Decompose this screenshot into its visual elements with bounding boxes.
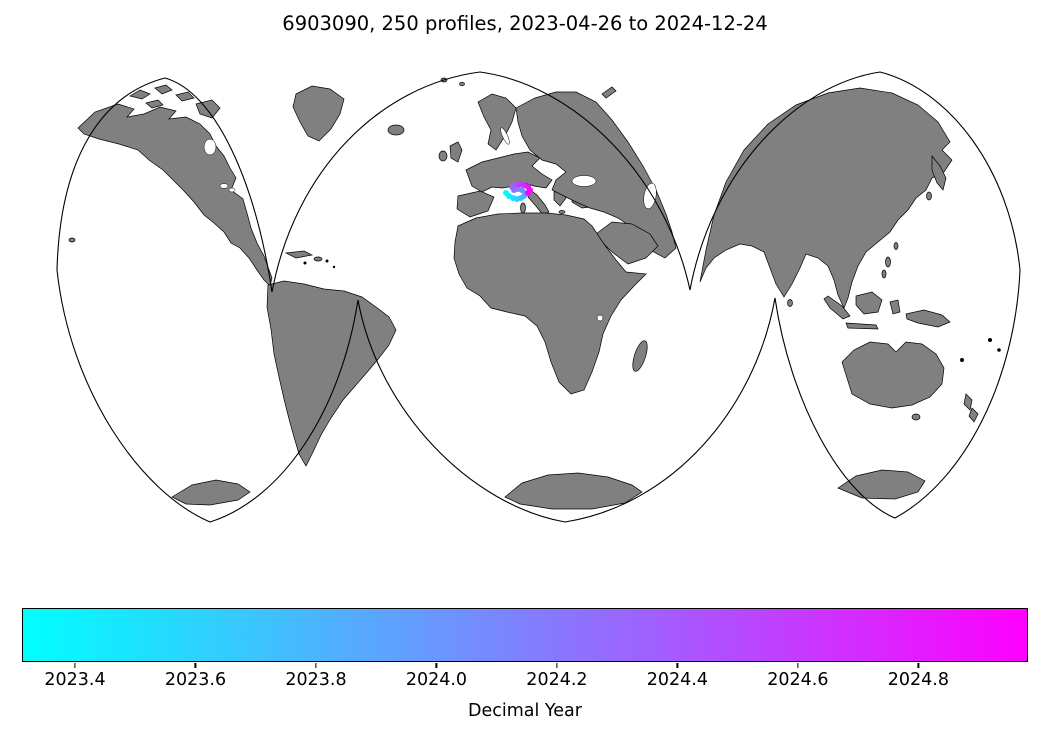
figure-title: 6903090, 250 profiles, 2023-04-26 to 202… [282,12,768,35]
tick-label: 2024.4 [646,670,709,690]
colorbar-tick: 2024.6 [767,663,828,690]
colorbar-tick: 2023.8 [285,663,347,690]
landmasses [68,77,1001,510]
land-arctic-island [175,91,195,102]
colorbar-ticks: 2023.4 2023.6 2023.8 2024.0 2024.2 2024.4 2024… [22,663,1028,695]
tick-label: 2024.0 [405,670,468,690]
land-new-guinea [905,309,951,328]
land-iceland [387,124,405,136]
land-island [332,265,336,269]
land-borneo [855,291,883,315]
land-japan [931,155,947,191]
land-island [960,358,964,362]
land-hispaniola [313,256,323,262]
land-taiwan [893,242,899,250]
tick-label: 2023.6 [164,670,227,690]
land-new-zealand-south [968,407,979,423]
land-crete [558,210,566,214]
tick-mark [676,663,679,668]
black-sea [571,175,597,187]
land-africa [453,212,647,395]
colorbar-tick: 2024.8 [888,663,949,690]
tick-mark [797,663,799,668]
land-madagascar [632,340,648,372]
land-new-zealand-north [963,393,973,411]
land-south-america [266,280,397,467]
land-sumatra [823,295,851,320]
profile-point [525,190,531,196]
tick-mark [435,663,438,668]
tick-label: 2023.8 [285,670,347,690]
colorbar-tick: 2024.2 [526,663,588,690]
land-iberia [456,190,495,218]
tick-label: 2024.6 [767,670,829,690]
land-britain [449,141,463,163]
tick-mark [556,663,558,668]
land-philippines [881,269,887,279]
land-arctic-island [129,89,151,100]
land-island [325,259,329,263]
tick-label: 2024.8 [887,670,949,690]
lakes-and-seas [203,127,657,322]
baltic-sea [500,127,510,145]
land-antarctica-center [504,472,643,510]
land-antarctica-west [171,479,251,506]
land-ireland [438,150,448,162]
colorbar-tick: 2024.0 [406,663,467,690]
great-lakes [228,187,236,193]
colorbar-tick: 2023.6 [165,663,226,690]
tick-mark [917,663,920,668]
land-arctic-island [154,84,173,95]
hudson-bay [203,138,217,156]
land-arctic-island [145,99,164,109]
float-trajectory [503,181,533,202]
land-arabia [595,221,659,265]
land-island [997,348,1001,352]
lake-victoria [596,314,604,322]
land-island [988,338,992,342]
land-tasmania [911,413,921,421]
land-north-america [77,103,273,287]
land-sulawesi [889,299,901,315]
colorbar-gradient [22,608,1028,662]
tick-mark [74,663,76,668]
colorbar-axis-label: Decimal Year [468,701,582,721]
land-japan-south [926,191,932,201]
tick-label: 2024.2 [526,670,588,690]
land-baffin-island [195,99,221,119]
land-greenland [292,85,345,142]
land-novaya-zemlya [601,86,617,99]
colorbar-tick: 2024.4 [647,663,708,690]
land-cuba [284,250,314,259]
land-australia [841,341,945,409]
world-map [56,71,1021,523]
land-island [303,261,307,265]
land-antarctica-east [837,469,926,500]
land-philippines [885,256,891,268]
caspian-sea [643,182,657,210]
tick-mark [194,663,197,668]
tick-mark [315,663,317,668]
map-boundary [56,71,1021,523]
land-svalbard [459,81,465,87]
land-asia [699,87,953,309]
colorbar-tick: 2023.4 [44,663,106,690]
land-europe-mainland [465,151,553,193]
tick-label: 2023.4 [44,670,106,690]
great-lakes [219,183,229,189]
land-island [68,237,76,243]
land-sardinia [520,202,526,214]
land-java [845,322,879,330]
land-sri-lanka [787,299,793,307]
